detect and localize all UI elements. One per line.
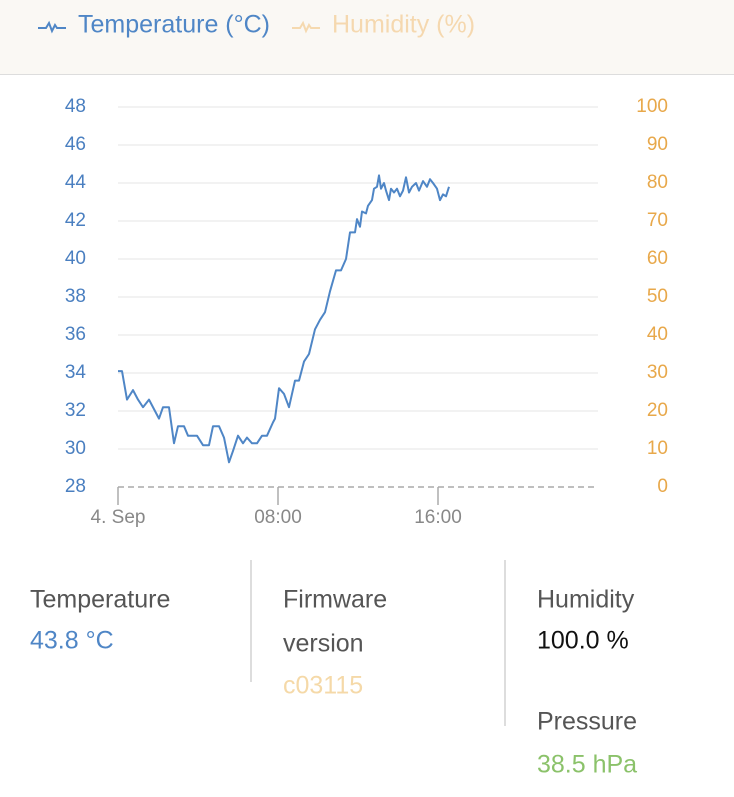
y2-tick-label: 80 [647,172,668,193]
info-value: 100.0 % [537,627,629,655]
y2-tick-label: 20 [647,400,668,421]
y2-tick-label: 90 [647,134,668,155]
y-tick-label: 28 [65,476,86,497]
y-tick-label: 38 [65,286,86,307]
y-tick-label: 30 [65,438,86,459]
y2-tick-label: 50 [647,286,668,307]
legend-icon [292,20,320,34]
legend-label[interactable]: Temperature (°C) [78,11,270,39]
y-tick-label: 48 [65,96,86,117]
info-value: 43.8 °C [30,627,114,655]
y2-tick-label: 30 [647,362,668,383]
y2-tick-label: 40 [647,324,668,345]
legend-bar [0,0,734,74]
info-label: Pressure [537,708,637,736]
y-tick-label: 36 [65,324,86,345]
x-tick-label: 08:00 [254,507,302,528]
y2-tick-label: 60 [647,248,668,269]
series-line [118,174,450,464]
y2-tick-label: 100 [636,96,668,117]
y-tick-label: 32 [65,400,86,421]
chart: 28 30 32 34 36 38 40 42 44 46 48 0 10 20 30 40 50 60 70 80 9… [65,96,668,528]
legend-icon [38,20,66,34]
y2-tick-label: 0 [657,476,668,497]
x-tick-label: 16:00 [414,507,462,528]
y-tick-label: 34 [65,362,87,383]
info-label: Firmware [283,586,387,614]
y-tick-label: 46 [65,134,86,155]
y2-tick-label: 10 [647,438,668,459]
y-tick-label: 42 [65,210,86,231]
legend: Temperature (°C) Humidity (%) [38,11,475,39]
y-tick-label: 44 [65,172,87,193]
info-value: c03115 [283,672,363,700]
info-label: version [283,630,364,658]
y2-tick-label: 70 [647,210,668,231]
info-label: Humidity [537,586,635,614]
y-tick-label: 40 [65,248,86,269]
info-label: Temperature [30,586,170,614]
legend-label[interactable]: Humidity (%) [332,11,475,39]
info-value: 38.5 hPa [537,751,637,779]
x-tick-label: 4. Sep [91,507,146,528]
